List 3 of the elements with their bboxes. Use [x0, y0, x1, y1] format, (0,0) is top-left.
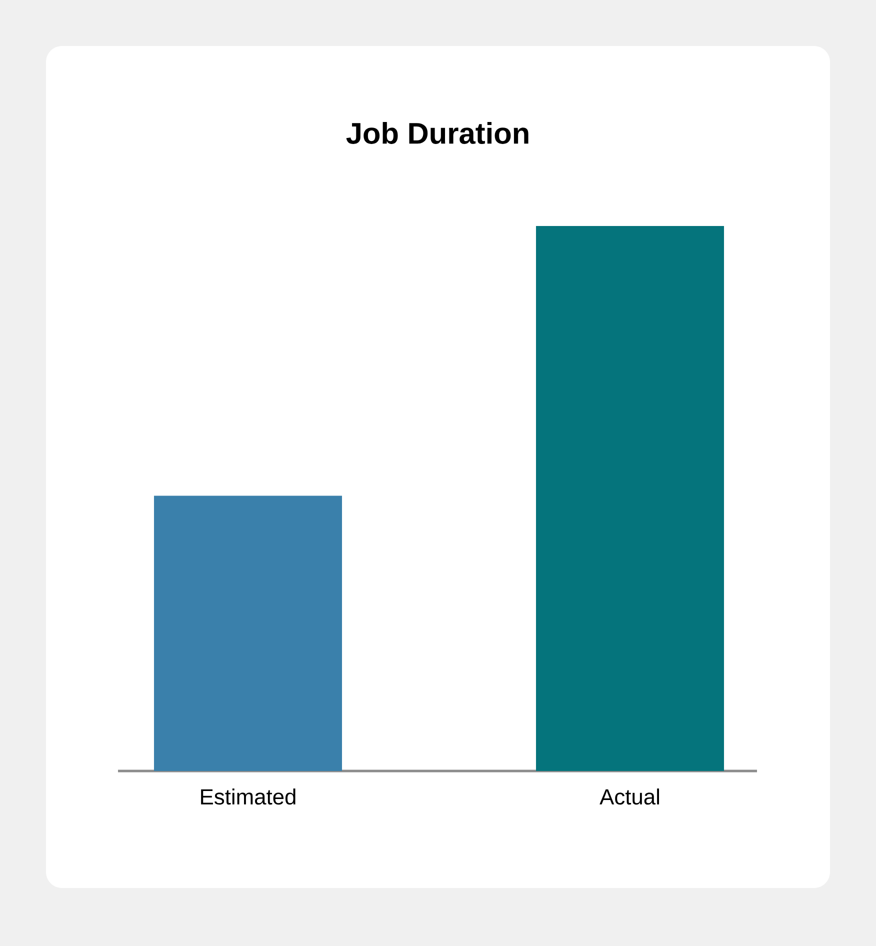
- chart-title: Job Duration: [346, 122, 528, 144]
- x-tick-label: Estimated: [201, 788, 296, 805]
- x-tick-label: Actual: [600, 788, 659, 805]
